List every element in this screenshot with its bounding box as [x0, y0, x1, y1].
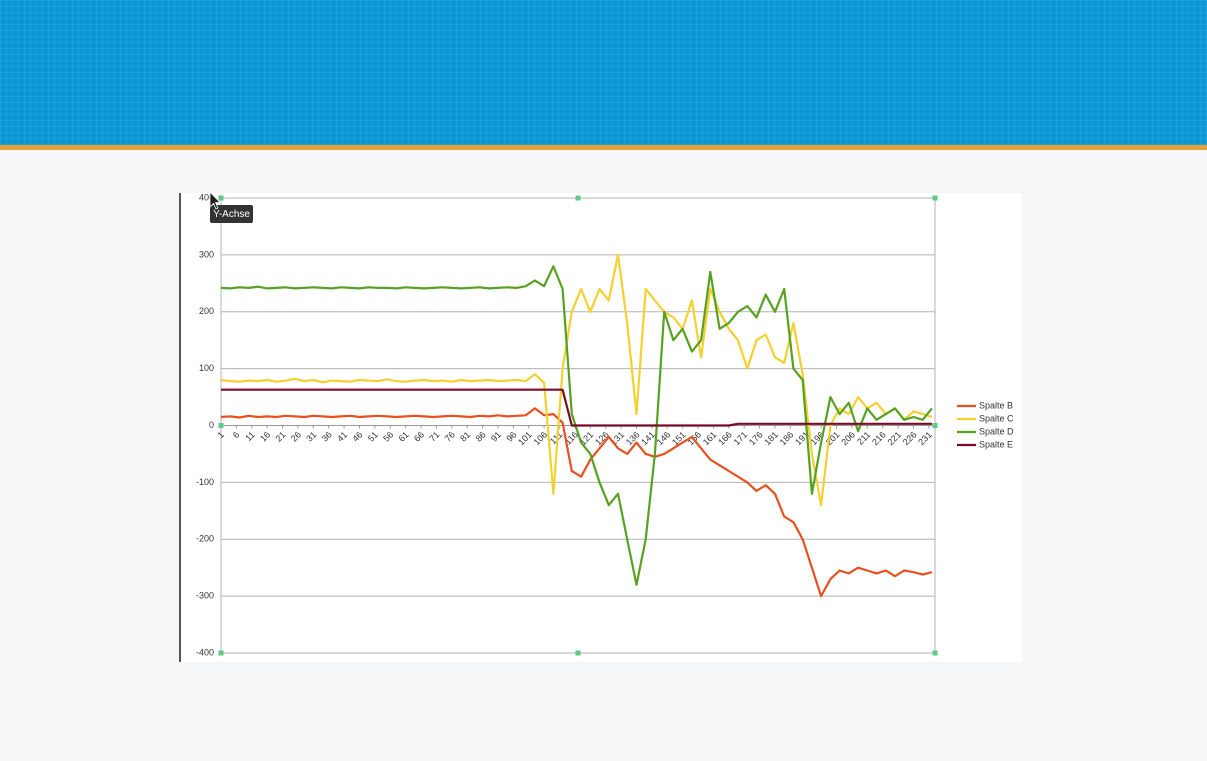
selection-handle [575, 650, 581, 656]
selection-handle [932, 195, 938, 201]
legend-label: Spalte B [979, 400, 1013, 410]
selection-handle [575, 195, 581, 201]
x-tick-label: 1 [215, 430, 226, 441]
series-line [220, 407, 933, 598]
y-tick-label: 0 [209, 420, 214, 430]
selection-handle [218, 650, 224, 656]
header-stripe [0, 145, 1207, 150]
series-line [220, 265, 933, 586]
series-line [221, 388, 932, 427]
selection-handle [218, 195, 224, 201]
selection-handle [932, 650, 938, 656]
y-tick-label: -100 [196, 477, 214, 487]
chart-background [180, 193, 1022, 662]
legend-label: Spalte D [979, 426, 1014, 436]
tooltip-box [210, 205, 253, 223]
selection-handle [932, 423, 938, 428]
header-band [0, 0, 1207, 145]
series-line [220, 253, 933, 507]
y-tick-label: 200 [199, 306, 214, 316]
legend-label: Spalte C [979, 413, 1014, 423]
mouse-cursor [209, 191, 221, 210]
x-tick-label: 6 [231, 430, 242, 441]
y-tick-label: 100 [199, 363, 214, 373]
y-tick-label: -300 [196, 591, 214, 601]
y-tick-label: 300 [199, 249, 214, 259]
y-tick-label: -200 [196, 534, 214, 544]
legend-label: Spalte E [979, 439, 1013, 449]
selection-handle [218, 423, 224, 428]
tooltip-text: Y-Achse [213, 209, 250, 220]
y-tick-label: 400 [199, 192, 214, 202]
y-tick-label: -400 [196, 647, 214, 657]
